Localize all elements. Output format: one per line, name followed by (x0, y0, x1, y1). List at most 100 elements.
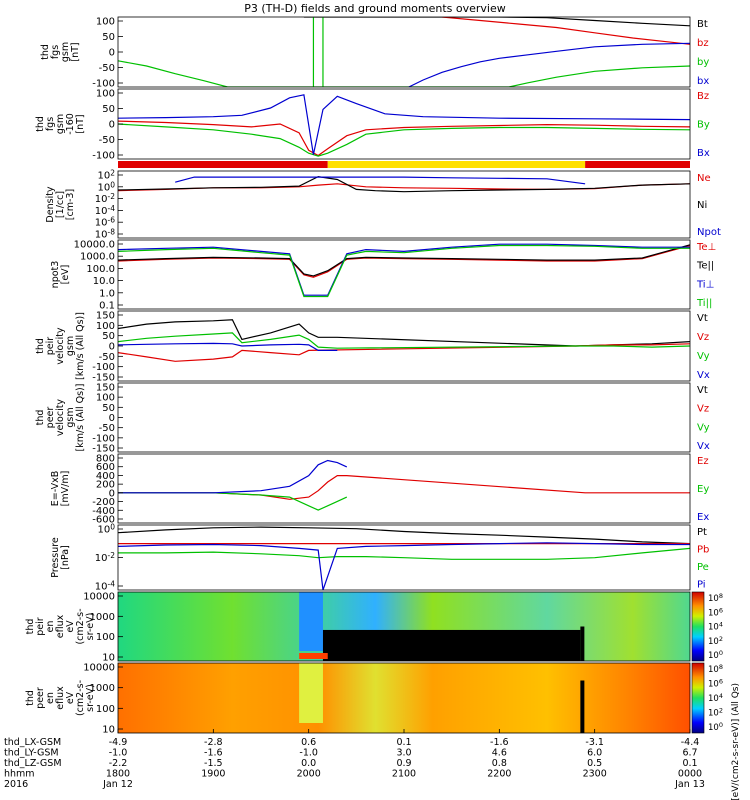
y-axis-label: peer (35, 687, 46, 709)
y-tick-label: 0 (109, 413, 115, 424)
y-axis-label: sr-eV) (85, 684, 96, 712)
x-tick-label: 0.6 (301, 737, 316, 748)
spectrogram-background-mask (322, 629, 581, 661)
y-tick-label: -100 (92, 433, 115, 444)
legend-entry: Vy (697, 351, 710, 362)
y-axis-label: fgs (45, 117, 56, 131)
legend-entry: Vx (697, 370, 710, 381)
x-tick-label: -2.2 (109, 758, 128, 769)
series-line-Npot (175, 176, 586, 185)
series-line-Pe (118, 547, 690, 560)
y-tick-label: 200 (96, 480, 115, 491)
series-line-Ey (118, 492, 348, 511)
y-axis-label: peir (45, 337, 56, 356)
x-tick-label: 0.0 (301, 758, 316, 769)
y-tick-label: 10000 (83, 663, 115, 674)
colorbar-tick-label: 100 (708, 649, 723, 661)
y-axis-label: thd (40, 44, 51, 60)
x-tick-label: 0.1 (682, 758, 697, 769)
y-axis-label: [1/cc] (55, 191, 66, 218)
y-axis-label: peer (45, 407, 56, 429)
x-axis-row-label: thd_LX-GSM (4, 737, 61, 748)
x-axis-row-label: thd_LY-GSM (4, 748, 59, 759)
x-tick-label: 6.0 (587, 748, 602, 759)
colorbar-tick-label: 102 (708, 635, 723, 647)
x-tick-label: 1900 (201, 769, 225, 780)
y-tick-label: 100 (96, 17, 115, 28)
colorbar (691, 662, 705, 734)
spectrogram-feature-low (299, 653, 328, 659)
legend-entry: by (697, 57, 709, 68)
legend-entry: Bt (697, 19, 708, 30)
flag-segment (327, 161, 586, 168)
series-line-Vt (118, 319, 690, 347)
series-line-Bx (118, 94, 690, 155)
legend-entry: Vy (697, 422, 710, 433)
y-tick-label: -400 (92, 506, 115, 517)
y-axis-label: Density (45, 186, 56, 222)
y-axis-label: velocity (55, 327, 66, 365)
x-axis-row-label: thd_LZ-GSM (4, 758, 62, 769)
y-tick-label: -600 (92, 515, 115, 526)
series-line-Pi (118, 542, 690, 590)
series-line-by (118, 60, 690, 87)
y-axis-label: (cm2-s- (75, 680, 86, 716)
spectrogram-gap (580, 680, 585, 733)
y-tick-label: 100 (96, 89, 115, 100)
colorbar-tick-label: 100 (708, 721, 723, 733)
y-tick-label: -100 (92, 151, 115, 162)
series-line-bz (442, 17, 690, 45)
legend-entry: bz (697, 38, 709, 49)
y-axis-label: -160 (65, 113, 76, 135)
y-tick-label: -50 (99, 352, 115, 363)
legend-entry: Te|| (696, 261, 714, 272)
y-axis-label: eflux (55, 686, 66, 710)
series-line-Te|| (118, 244, 690, 277)
panel-frame (117, 239, 691, 310)
y-tick-label: 100 (96, 393, 115, 404)
x-tick-label: 0.5 (587, 758, 602, 769)
x-tick-label: Jan 13 (674, 779, 705, 790)
y-axis-label: gsm (60, 42, 71, 62)
x-tick-label: -1.6 (204, 748, 223, 759)
y-tick-label: 10.0 (93, 276, 115, 287)
colorbar-tick-label: 108 (708, 592, 723, 604)
y-axis-label: npot3 (50, 261, 61, 289)
x-tick-label: 2000 (297, 769, 321, 780)
series-line-By (118, 123, 690, 157)
y-tick-label: -150 (92, 373, 115, 384)
y-tick-label: 1000 (90, 683, 115, 694)
y-tick-label: 0 (109, 488, 115, 499)
x-tick-label: 3.0 (396, 748, 411, 759)
spectrogram-feature (299, 663, 323, 723)
legend-entry: Pi (697, 579, 706, 590)
y-tick-label: -100 (92, 79, 115, 90)
y-tick-label: 1.0 (99, 288, 115, 299)
y-tick-label: -50 (99, 135, 115, 146)
flag-bar (118, 161, 690, 168)
series-line-Vz (118, 343, 690, 362)
x-tick-label: 2100 (392, 769, 416, 780)
y-tick-label: 400 (96, 471, 115, 482)
y-tick-label: 50 (102, 331, 115, 342)
x-tick-label: 6.7 (682, 748, 697, 759)
panel-fgs_gsm_2: 100 50 0 -50 -100 thd fgs gsm -160 [nT] Bz By Bx (35, 89, 710, 162)
y-tick-label: -150 (92, 444, 115, 455)
y-axis-label: eflux (55, 614, 66, 638)
x-tick-label: -1.6 (490, 737, 509, 748)
panel-frame (117, 382, 691, 453)
y-axis-label: gsm (65, 336, 76, 356)
x-tick-label: 2200 (487, 769, 511, 780)
colorbar (691, 591, 705, 662)
series-line-Ex (118, 459, 348, 494)
y-tick-label: 10 (102, 653, 115, 664)
y-tick-label: 50 (102, 104, 115, 115)
y-axis-label: thd (35, 116, 46, 132)
y-tick-label: 100 (96, 632, 115, 643)
series-line-Bz (118, 120, 690, 157)
series-line-Bt (303, 17, 690, 27)
y-axis-label: [cm-3] (65, 189, 76, 220)
legend-entry: Vx (697, 441, 710, 452)
